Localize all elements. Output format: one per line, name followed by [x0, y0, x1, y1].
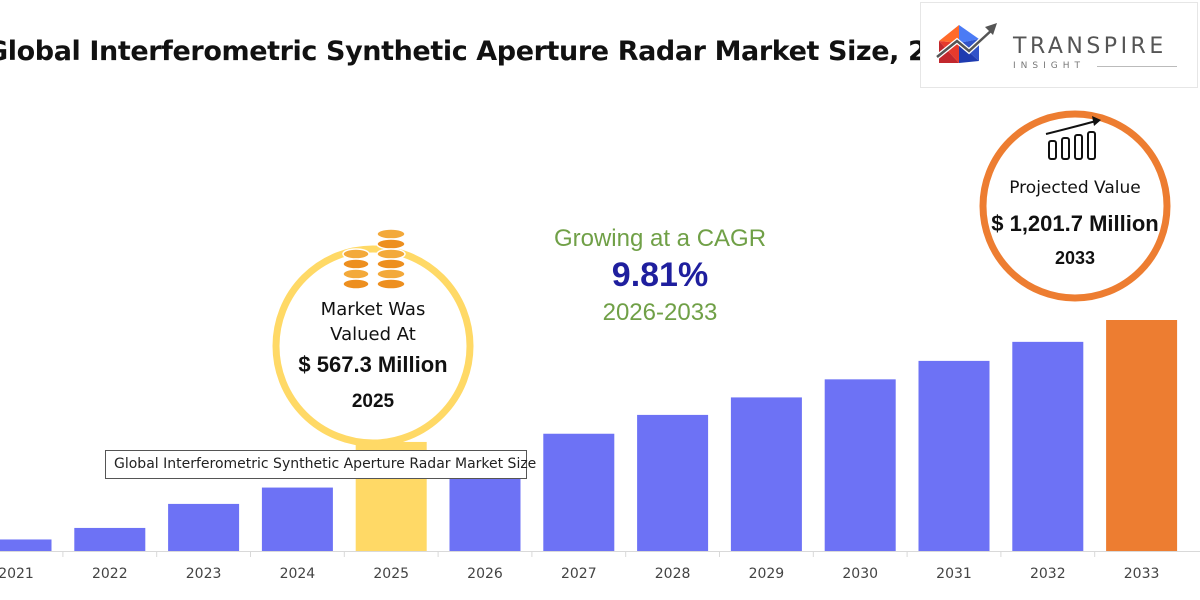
x-tick-label-2025: 2025: [373, 566, 409, 582]
x-tick-label-2027: 2027: [561, 566, 597, 582]
x-tick-label-2031: 2031: [936, 566, 972, 582]
callout-2033-ring: [979, 110, 1171, 302]
x-tick-label-2022: 2022: [92, 566, 128, 582]
callout-2033-value: $ 1,201.7 Million: [991, 211, 1159, 236]
bar-2022: [74, 527, 146, 551]
x-axis: 2021 2022 2023 2024 2025 2026 2027 2028 2029 2030…: [0, 551, 1200, 582]
callout-2025-line2: Valued At: [330, 324, 416, 345]
logo-subtitle: INSIGHT: [1013, 61, 1085, 71]
cagr-value: 9.81%: [611, 256, 709, 294]
x-tick-label-2032: 2032: [1030, 566, 1066, 582]
bar-2028: [637, 414, 709, 551]
bar-2024: [261, 487, 333, 551]
chart-title: Global Interferometric Synthetic Apertur…: [0, 36, 982, 67]
x-tick-label-2023: 2023: [186, 566, 222, 582]
bar-2031: [918, 360, 990, 551]
transpire-logo: TRANSPIRE INSIGHT: [920, 2, 1198, 88]
bar-2021: [0, 539, 52, 551]
cagr-label: Growing at a CAGR: [553, 225, 767, 252]
x-tick-label-2028: 2028: [655, 566, 691, 582]
callout-2025-ring: [272, 245, 474, 447]
logo-name: TRANSPIRE: [1013, 34, 1167, 59]
bar-2030: [824, 379, 896, 551]
x-tick-label-2033: 2033: [1124, 566, 1160, 582]
x-tick-label-2029: 2029: [749, 566, 785, 582]
chart-tooltip: Global Interferometric Synthetic Apertur…: [105, 450, 536, 479]
callout-2025-line1: Market Was: [320, 299, 426, 320]
x-tick-label-2024: 2024: [280, 566, 316, 582]
callout-2025-value: $ 567.3 Million: [298, 352, 448, 377]
cagr-period: 2026-2033: [602, 299, 718, 326]
callout-2033-year: 2033: [1054, 248, 1096, 268]
bar-2033: [1106, 320, 1178, 551]
x-tick-label-2026: 2026: [467, 566, 503, 582]
coin-stack-icon: [342, 228, 406, 290]
x-tick-label-2021: 2021: [0, 566, 34, 582]
x-tick-label-2030: 2030: [842, 566, 878, 582]
bar-2029: [730, 397, 802, 551]
callout-2025-label: Market Was Valued At: [283, 297, 463, 347]
bar-2032: [1012, 341, 1084, 551]
bars-layer: [0, 320, 1178, 551]
callout-2025-year: 2025: [351, 391, 395, 412]
growth-chart-icon: [1045, 116, 1101, 160]
logo-divider: [1097, 66, 1177, 67]
bar-2023: [168, 503, 240, 551]
logo-mark-icon: [935, 23, 997, 63]
bar-2027: [543, 433, 615, 551]
callout-2033-label: Projected Value: [1009, 178, 1141, 198]
